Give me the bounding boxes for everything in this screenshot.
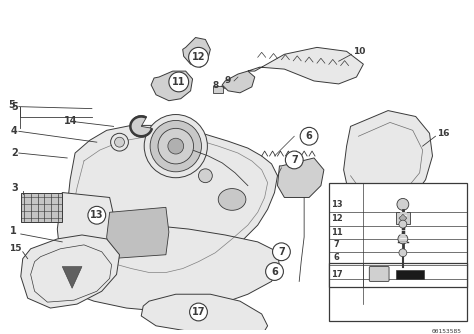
- Circle shape: [189, 47, 209, 67]
- FancyBboxPatch shape: [213, 86, 223, 93]
- Text: 7: 7: [278, 247, 285, 257]
- Text: 7: 7: [291, 155, 298, 165]
- Text: 16: 16: [438, 129, 450, 138]
- Polygon shape: [107, 207, 169, 259]
- Text: 2: 2: [11, 148, 18, 158]
- Text: 13: 13: [90, 210, 103, 220]
- Ellipse shape: [218, 189, 246, 210]
- Text: 11: 11: [172, 77, 185, 87]
- Text: 12: 12: [331, 214, 343, 223]
- Polygon shape: [277, 158, 324, 197]
- FancyBboxPatch shape: [329, 183, 467, 321]
- Circle shape: [399, 220, 407, 228]
- Wedge shape: [130, 116, 152, 137]
- Text: 6: 6: [334, 253, 340, 262]
- Text: 6: 6: [306, 131, 312, 141]
- FancyBboxPatch shape: [396, 212, 410, 224]
- Text: 5: 5: [9, 100, 15, 110]
- Circle shape: [399, 249, 407, 257]
- Circle shape: [300, 127, 318, 145]
- Circle shape: [88, 206, 106, 224]
- Circle shape: [169, 72, 189, 92]
- Polygon shape: [55, 222, 280, 311]
- Polygon shape: [62, 267, 82, 288]
- Text: 6: 6: [271, 267, 278, 277]
- Text: 1: 1: [9, 226, 16, 236]
- Polygon shape: [222, 71, 255, 93]
- FancyBboxPatch shape: [369, 267, 389, 281]
- Polygon shape: [21, 235, 119, 308]
- Circle shape: [110, 133, 128, 151]
- Text: 3: 3: [11, 183, 18, 193]
- Text: 5: 5: [11, 102, 18, 112]
- Polygon shape: [344, 111, 432, 207]
- Circle shape: [158, 128, 193, 164]
- Polygon shape: [399, 214, 407, 222]
- Polygon shape: [67, 125, 277, 279]
- Text: 9: 9: [225, 76, 231, 86]
- Text: 15: 15: [9, 244, 21, 253]
- FancyBboxPatch shape: [329, 263, 467, 287]
- Polygon shape: [141, 294, 268, 334]
- Circle shape: [285, 151, 303, 169]
- FancyBboxPatch shape: [21, 192, 62, 222]
- Polygon shape: [182, 37, 210, 67]
- FancyBboxPatch shape: [396, 270, 424, 280]
- Circle shape: [199, 169, 212, 183]
- Text: 13: 13: [331, 200, 343, 209]
- Circle shape: [115, 137, 125, 147]
- Text: 4: 4: [11, 126, 18, 136]
- Circle shape: [190, 303, 208, 321]
- Text: 17: 17: [192, 307, 205, 317]
- Text: 14: 14: [64, 117, 78, 127]
- Text: 8: 8: [212, 81, 219, 91]
- Text: 7: 7: [334, 240, 339, 249]
- Circle shape: [273, 243, 290, 261]
- Circle shape: [265, 263, 283, 281]
- Text: 10: 10: [354, 47, 366, 56]
- Polygon shape: [248, 47, 364, 84]
- Circle shape: [168, 138, 184, 154]
- Text: 11: 11: [331, 227, 343, 236]
- Text: 17: 17: [331, 270, 343, 279]
- Circle shape: [397, 198, 409, 210]
- Polygon shape: [57, 192, 119, 269]
- Text: 12: 12: [192, 52, 205, 62]
- Circle shape: [398, 234, 408, 244]
- Circle shape: [150, 121, 201, 172]
- Text: 00153585: 00153585: [432, 329, 462, 334]
- Circle shape: [144, 115, 208, 178]
- Polygon shape: [151, 71, 192, 101]
